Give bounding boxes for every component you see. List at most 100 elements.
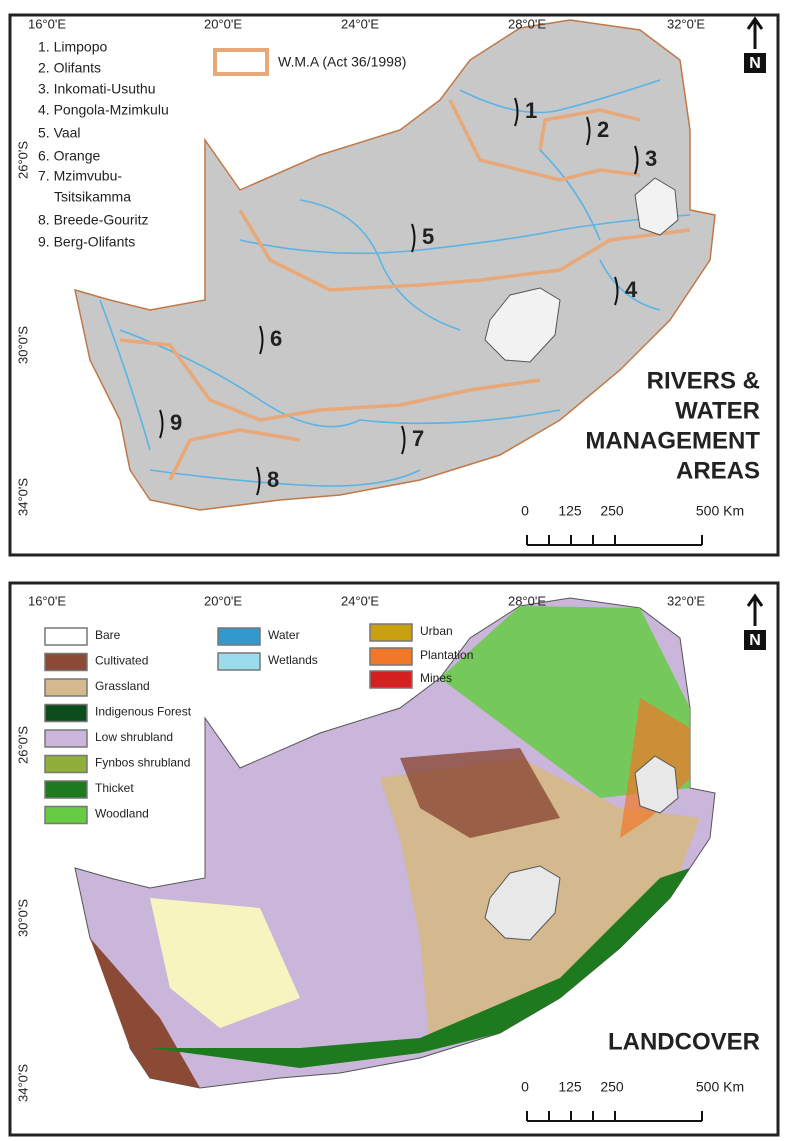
latitude-label: 34°0'S (15, 478, 30, 516)
landcover-map (74, 597, 716, 1089)
landcover-panel: 16°0'E 20°0'E 24°0'E 28°0'E 32°0'E 26°0'S 30°0… (15, 593, 766, 1122)
area-bracket (411, 223, 416, 253)
legend-swatch (44, 678, 88, 697)
area-bracket (634, 145, 639, 175)
north-box (744, 53, 766, 73)
legend-label: Plantation (420, 648, 473, 662)
area-label: 9 (170, 410, 182, 435)
longitude-label: 24°0'E (341, 16, 379, 31)
area-label: 7 (412, 426, 424, 451)
cultivated-zone (400, 748, 560, 838)
wma-list-item: 7. Mzimvubu- (38, 168, 122, 184)
area-bracket (159, 409, 164, 439)
longitude-label: 28°0'E (508, 593, 546, 608)
wma-boundaries (119, 99, 691, 481)
longitude-label: 32°0'E (667, 593, 705, 608)
legend-swatch (213, 48, 269, 76)
legend-label: Indigenous Forest (95, 705, 192, 719)
scale-bar (526, 1111, 703, 1122)
legend-swatch (44, 627, 88, 646)
scale-label: 250 (600, 503, 624, 519)
area-bracket (514, 97, 519, 127)
longitude-label: 20°0'E (204, 593, 242, 608)
legend-swatch (44, 652, 88, 672)
legend-swatch (44, 805, 88, 825)
thicket-zone (150, 868, 690, 1068)
scale-bar (526, 535, 703, 546)
north-arrow (746, 593, 764, 626)
area-label: 2 (597, 117, 609, 142)
area-label: 8 (267, 467, 279, 492)
bare-zone (150, 898, 300, 1028)
legend-label: Wetlands (268, 653, 318, 667)
legend-swatch (44, 729, 88, 748)
wma-list-item: 1. Limpopo (38, 39, 107, 55)
legend-label: Mines (420, 671, 452, 685)
area-label: 1 (525, 98, 537, 123)
scale-label: 500 Km (696, 503, 744, 519)
longitude-label: 32°0'E (667, 16, 705, 31)
scale-label: 500 Km (696, 1079, 744, 1095)
latitude-label: 26°0'S (15, 141, 30, 179)
wma-list-item: 3. Inkomati-Usuthu (38, 81, 156, 97)
map-title: RIVERS & (647, 367, 760, 394)
legend-swatch (44, 780, 88, 799)
legend-label: Fynbos shrubland (95, 756, 190, 770)
area-label: 5 (422, 224, 434, 249)
area-bracket (614, 276, 619, 306)
map-title: AREAS (676, 457, 760, 484)
scale-label: 125 (558, 1079, 582, 1095)
longitude-label: 16°0'E (28, 593, 66, 608)
area-label: 3 (645, 146, 657, 171)
area-bracket (256, 466, 261, 496)
map-title: LANDCOVER (608, 1028, 760, 1055)
legend-label: Urban (420, 624, 453, 638)
latitude-label: 26°0'S (15, 726, 30, 764)
area-label: 4 (625, 277, 638, 302)
legend-label: Cultivated (95, 654, 148, 668)
legend-swatch (44, 754, 88, 774)
longitude-label: 16°0'E (28, 16, 66, 31)
map-title: WATER (675, 397, 760, 424)
legend-label: Bare (95, 628, 121, 642)
scale-label: 0 (521, 503, 529, 519)
wma-list-item: 4. Pongola-Mzimkulu (38, 102, 169, 118)
legend-label: Water (268, 628, 300, 642)
wma-list-item: 6. Orange (38, 148, 100, 164)
scale-label: 125 (558, 503, 582, 519)
wma-list-item: 5. Vaal (38, 125, 81, 141)
area-label: 6 (270, 326, 282, 351)
woodland-zone (440, 606, 690, 798)
latitude-label: 30°0'S (15, 899, 30, 937)
area-bracket (259, 325, 264, 355)
legend-swatch (369, 670, 413, 689)
longitude-label: 20°0'E (204, 16, 242, 31)
latitude-label: 30°0'S (15, 326, 30, 364)
area-bracket (586, 116, 591, 146)
legend-label: Grassland (95, 679, 150, 693)
wma-list-item: 8. Breede-Gouritz (38, 212, 149, 228)
scale-label: 0 (521, 1079, 529, 1095)
scale-label: 250 (600, 1079, 624, 1095)
legend-label: Thicket (95, 781, 134, 795)
legend-label: Low shrubland (95, 730, 173, 744)
wma-list-item: 9. Berg-Olifants (38, 234, 135, 250)
map-title: MANAGEMENT (585, 427, 760, 454)
legend-swatch (44, 703, 88, 723)
legend-swatch (217, 627, 261, 646)
longitude-label: 24°0'E (341, 593, 379, 608)
legend-swatch (369, 623, 413, 642)
legend-swatch (217, 652, 261, 671)
area-bracket (401, 425, 406, 455)
legend-label: W.M.A (Act 36/1998) (278, 54, 406, 70)
longitude-label: 28°0'E (508, 16, 546, 31)
north-label: N (749, 632, 761, 649)
rivers (99, 79, 691, 487)
north-arrow (746, 16, 764, 49)
wma-list-item: 2. Olifants (38, 60, 101, 76)
latitude-label: 34°0'S (15, 1064, 30, 1102)
legend-label: Woodland (95, 807, 149, 821)
north-box (744, 630, 766, 650)
wma-list-item: Tsitsikamma (54, 189, 131, 205)
